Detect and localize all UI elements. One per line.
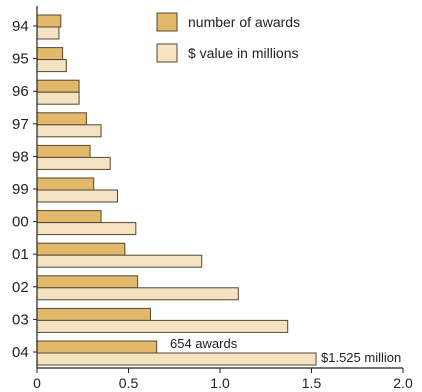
bar-dollar-value-04 [36,352,317,366]
bar-number-of-awards-00 [36,210,102,224]
x-tick-label-0.5: 0.5 [119,375,139,391]
bar-number-of-awards-99 [36,177,95,191]
y-tick-label-00: 00 [12,214,29,231]
x-tick-label-1.5: 1.5 [302,375,322,391]
bar-number-of-awards-04 [36,340,158,354]
y-tick-label-95: 95 [12,51,29,68]
bar-dollar-value-02 [36,287,239,301]
labels-layer: 94 95 96 97 98 99 00 01 02 03 040 0.5 1.0 1.5 2.0 [12,18,413,391]
y-tick-label-04: 04 [12,344,29,361]
axes-layer [33,6,404,373]
bar-number-of-awards-01 [36,242,126,256]
annotation-value-2004: $1.525 million [321,350,401,365]
y-tick-label-96: 96 [12,83,29,100]
legend-swatch-dollar-value [156,43,178,63]
y-tick-label-01: 01 [12,246,29,263]
bar-dollar-value-03 [36,319,289,333]
bar-dollar-value-01 [36,254,203,268]
legend: number of awards $ value in millions [156,12,300,63]
legend-swatch-number-of-awards [156,12,178,32]
y-tick-label-97: 97 [12,116,29,133]
bar-number-of-awards-94 [36,14,62,28]
bar-dollar-value-94 [36,26,60,40]
legend-label-dollar-value: $ value in millions [188,45,299,61]
bar-dollar-value-99 [36,189,119,203]
x-tick-label-2.0: 2.0 [393,375,413,391]
bar-dollar-value-95 [36,59,67,73]
y-tick-label-99: 99 [12,181,29,198]
y-tick-label-03: 03 [12,311,29,328]
bar-dollar-value-00 [36,222,137,236]
bar-dollar-value-96 [36,91,80,105]
y-tick-label-02: 02 [12,279,29,296]
bar-number-of-awards-97 [36,112,87,126]
bar-number-of-awards-95 [36,47,64,61]
bar-number-of-awards-98 [36,144,91,158]
y-tick-label-98: 98 [12,148,29,165]
bar-dollar-value-98 [36,156,111,170]
bars-layer [36,14,317,366]
bar-dollar-value-97 [36,124,102,138]
annotation-awards-2004: 654 awards [170,336,238,351]
bar-number-of-awards-96 [36,79,80,93]
x-tick-label-1.0: 1.0 [210,375,230,391]
bar-number-of-awards-03 [36,307,151,321]
bar-number-of-awards-02 [36,275,139,289]
x-tick-label-0: 0 [33,375,41,391]
legend-label-number-of-awards: number of awards [188,14,300,30]
y-tick-label-94: 94 [12,18,29,35]
